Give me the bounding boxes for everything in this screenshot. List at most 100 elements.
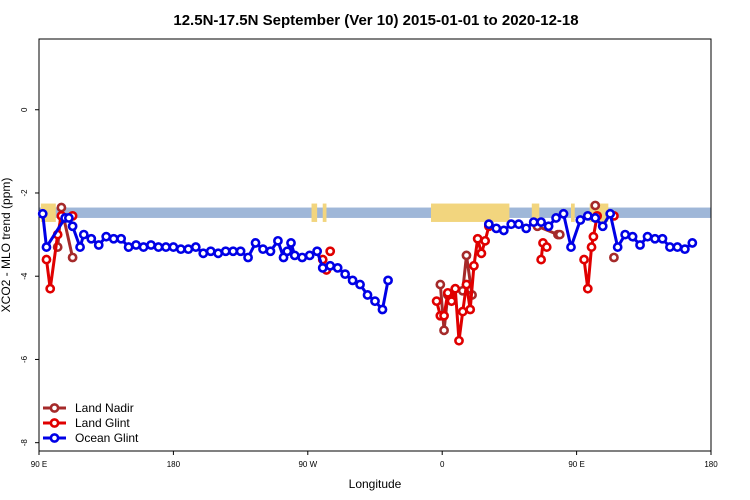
series-land-glint [41, 210, 619, 346]
data-point [588, 231, 599, 242]
data-point [265, 246, 276, 257]
x-axis-label: Longitude [349, 477, 402, 491]
land-segment [431, 203, 510, 222]
data-point [325, 260, 336, 271]
series-ocean-glint [37, 208, 698, 315]
data-point [383, 275, 393, 286]
data-point [56, 202, 67, 213]
land-segment [322, 203, 327, 222]
data-point [205, 246, 216, 257]
data-point [575, 215, 586, 225]
data-point [442, 287, 453, 298]
data-point [476, 248, 487, 259]
data-point [235, 246, 246, 257]
data-point [332, 262, 343, 273]
data-point [450, 283, 461, 294]
data-point [528, 217, 539, 228]
y-tick-label: -8 [20, 439, 29, 447]
data-point [282, 246, 293, 257]
data-point [609, 252, 619, 263]
data-point [190, 242, 201, 252]
data-point [37, 208, 48, 219]
legend-item: Land Glint [43, 416, 130, 430]
data-point [243, 252, 253, 263]
legend-marker [49, 418, 60, 428]
data-point [642, 231, 653, 242]
y-tick-label: 0 [20, 107, 29, 112]
data-point [672, 242, 683, 252]
data-point [213, 248, 224, 259]
legend-label: Land Glint [75, 416, 130, 430]
data-point [317, 262, 328, 273]
data-point [101, 231, 112, 242]
data-point [286, 238, 296, 248]
data-point [86, 233, 97, 244]
data-point [543, 221, 554, 232]
land-segment [531, 203, 540, 222]
data-point [297, 252, 308, 263]
data-point [579, 254, 589, 265]
x-tick-label: 90 W [298, 460, 317, 469]
data-point [439, 310, 449, 321]
data-point [362, 290, 373, 300]
data-point [138, 242, 149, 252]
data-point [521, 223, 532, 234]
y-axis: 0 -2 -4 -6 -8 [20, 107, 39, 446]
data-point [78, 229, 89, 240]
data-point [439, 325, 449, 336]
legend-marker [49, 403, 60, 413]
legend-label: Land Nadir [75, 401, 134, 415]
data-point [551, 213, 561, 223]
data-point [480, 235, 491, 246]
data-point [228, 246, 239, 257]
y-tick-label: -2 [20, 189, 29, 197]
data-point [541, 242, 552, 252]
data-point [250, 238, 261, 248]
data-point [582, 210, 593, 221]
data-point [312, 246, 323, 257]
data-point [325, 246, 336, 257]
data-point [377, 304, 388, 315]
data-point [513, 219, 524, 230]
data-point [289, 250, 300, 261]
y-tick-label: -6 [20, 355, 29, 363]
x-axis: 90 E 180 90 W 0 90 E 180 [31, 451, 718, 469]
data-point [446, 296, 457, 307]
data-point [41, 254, 52, 265]
data-point [183, 244, 194, 255]
chart-title: 12.5N-17.5N September (Ver 10) 2015-01-0… [173, 12, 578, 29]
data-point [347, 275, 358, 286]
data-point [304, 250, 315, 261]
data-point [491, 223, 502, 234]
data-point [558, 208, 569, 219]
legend-item: Land Nadir [43, 401, 134, 415]
data-point [431, 296, 442, 307]
data-point [498, 225, 509, 236]
x-tick-label: 90 E [31, 460, 47, 469]
data-point [627, 231, 638, 242]
data-point [153, 242, 164, 252]
series-layer [37, 200, 698, 346]
x-tick-label: 180 [704, 460, 718, 469]
legend-marker [49, 433, 60, 443]
land-segment [571, 203, 575, 222]
data-point [370, 296, 380, 307]
data-point [75, 242, 85, 252]
data-point [582, 283, 593, 294]
data-point [469, 260, 479, 271]
data-point [665, 242, 675, 252]
data-point [506, 219, 517, 230]
data-point [566, 242, 576, 252]
data-point [483, 219, 494, 230]
data-point [258, 244, 268, 255]
data-point [620, 229, 631, 240]
data-point [457, 306, 468, 317]
legend-item: Ocean Glint [43, 431, 139, 445]
data-point [657, 233, 668, 244]
data-point [161, 242, 171, 252]
data-point [472, 233, 483, 244]
data-point [220, 246, 231, 257]
data-point [273, 235, 283, 246]
